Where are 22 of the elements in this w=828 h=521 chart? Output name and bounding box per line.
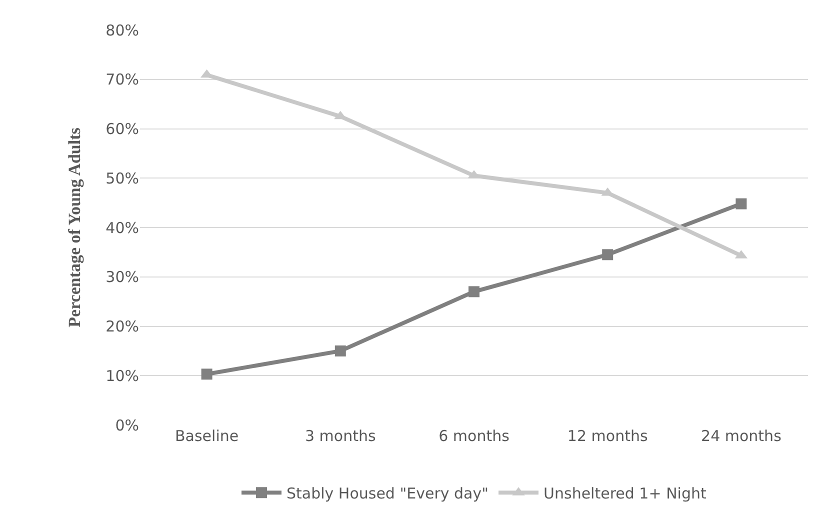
legend-label: Stably Housed "Every day"	[286, 484, 489, 502]
y-tick-label: 60%	[106, 120, 139, 138]
y-tick-label: 10%	[106, 366, 139, 385]
x-tick-label: 24 months	[701, 427, 782, 445]
point	[334, 345, 346, 356]
point	[468, 286, 480, 298]
x-tick-label: 3 months	[304, 427, 376, 445]
y-tick-label: 70%	[106, 70, 139, 89]
x-tick-label: 6 months	[438, 427, 510, 445]
y-tick-label: 0%	[115, 416, 139, 434]
y-axis-title: Percentage of Young Adults	[65, 127, 84, 328]
point	[602, 249, 614, 260]
x-tick-label: 12 months	[567, 427, 648, 445]
y-tick-label: 80%	[106, 21, 139, 40]
y-tick-label: 20%	[106, 318, 139, 336]
point	[201, 368, 212, 380]
x-tick-label: Baseline	[174, 427, 239, 445]
y-tick-label: 30%	[106, 268, 139, 286]
point	[736, 198, 747, 210]
y-tick-label: 50%	[106, 169, 139, 188]
y-tick-label: 40%	[106, 218, 139, 237]
legend-label: Unsheltered 1+ Night	[544, 484, 706, 502]
